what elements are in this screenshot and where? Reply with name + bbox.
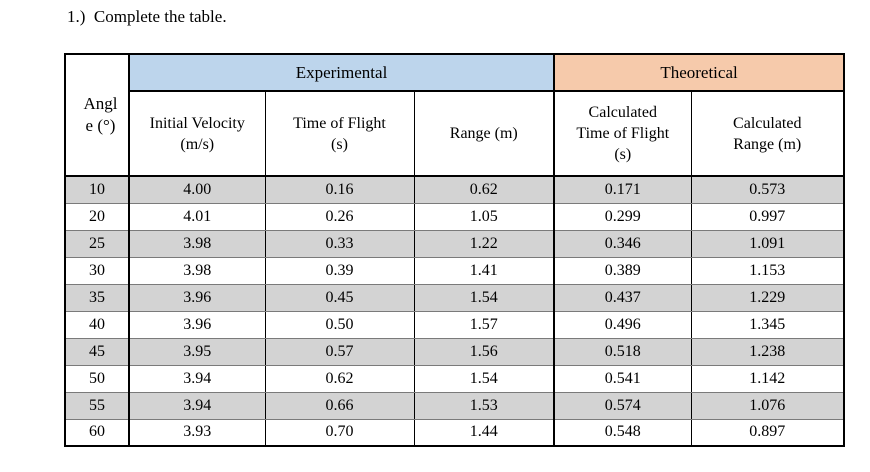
cell-range: 1.22 (413, 229, 556, 258)
cell-calculated-time-of-flight: 0.496 (553, 310, 692, 339)
column-header-row: Initial Velocity (m/s) Time of Flight (s… (65, 91, 845, 177)
cell-calculated-time-of-flight: 0.389 (553, 256, 692, 285)
cell-time-of-flight: 0.70 (264, 418, 415, 447)
table-row: 10 4.00 0.16 0.62 0.171 0.573 (64, 175, 845, 204)
col-header-range: Range (m) (413, 91, 556, 177)
cell-calculated-range: 1.142 (690, 364, 845, 393)
cell-initial-velocity: 3.96 (128, 310, 266, 339)
cell-range: 1.54 (413, 283, 556, 312)
group-header-experimental: Experimental (127, 54, 556, 92)
group-header-row: Angl e (°) Experimental Theoretical (64, 54, 845, 177)
cell-initial-velocity: 3.98 (128, 229, 266, 258)
cell-calculated-time-of-flight: 0.346 (553, 229, 692, 258)
cell-initial-velocity: 3.93 (128, 418, 266, 447)
cell-calculated-time-of-flight: 0.518 (553, 337, 692, 366)
group-header-theoretical: Theoretical (553, 54, 845, 92)
cell-initial-velocity: 3.95 (128, 337, 266, 366)
col-header-initial-velocity: Initial Velocity (m/s) (128, 91, 266, 177)
cell-initial-velocity: 3.94 (128, 364, 266, 393)
table-row: 35 3.96 0.45 1.54 0.437 1.229 (64, 283, 845, 312)
cell-calculated-time-of-flight: 0.437 (553, 283, 692, 312)
cell-angle: 25 (64, 229, 130, 258)
cell-time-of-flight: 0.66 (264, 391, 415, 420)
page-title: 1.) Complete the table. (67, 7, 227, 26)
table-row: 25 3.98 0.33 1.22 0.346 1.091 (64, 229, 845, 258)
cell-calculated-time-of-flight: 0.541 (553, 364, 692, 393)
col-header-calculated-range: Calculated Range (m) (690, 91, 845, 177)
cell-time-of-flight: 0.57 (264, 337, 415, 366)
cell-range: 1.56 (413, 337, 556, 366)
cell-calculated-time-of-flight: 0.548 (553, 418, 692, 447)
cell-angle: 50 (64, 364, 130, 393)
cell-range: 1.05 (413, 202, 556, 231)
cell-calculated-range: 1.238 (690, 337, 845, 366)
cell-angle: 55 (64, 391, 130, 420)
table-row: 40 3.96 0.50 1.57 0.496 1.345 (64, 310, 845, 339)
col-header-calculated-time-of-flight: Calculated Time of Flight (s) (553, 91, 692, 177)
cell-calculated-range: 1.153 (690, 256, 845, 285)
cell-angle: 20 (64, 202, 130, 231)
table-body: 10 4.00 0.16 0.62 0.171 0.573 20 4.01 0.… (64, 175, 845, 447)
cell-range: 1.44 (413, 418, 556, 447)
cell-angle: 35 (64, 283, 130, 312)
cell-initial-velocity: 4.01 (128, 202, 266, 231)
cell-initial-velocity: 3.98 (128, 256, 266, 285)
cell-range: 1.57 (413, 310, 556, 339)
cell-calculated-range: 1.345 (690, 310, 845, 339)
cell-initial-velocity: 3.96 (128, 283, 266, 312)
cell-time-of-flight: 0.39 (264, 256, 415, 285)
table-row: 60 3.93 0.70 1.44 0.548 0.897 (64, 418, 845, 447)
cell-calculated-range: 0.997 (690, 202, 845, 231)
table-row: 50 3.94 0.62 1.54 0.541 1.142 (64, 364, 845, 393)
cell-calculated-time-of-flight: 0.299 (553, 202, 692, 231)
cell-range: 1.53 (413, 391, 556, 420)
cell-range: 1.41 (413, 256, 556, 285)
cell-angle: 10 (64, 175, 130, 204)
table-row: 45 3.95 0.57 1.56 0.518 1.238 (64, 337, 845, 366)
table-row: 20 4.01 0.26 1.05 0.299 0.997 (64, 202, 845, 231)
cell-time-of-flight: 0.16 (264, 175, 415, 204)
col-header-time-of-flight: Time of Flight (s) (264, 91, 415, 177)
cell-time-of-flight: 0.33 (264, 229, 415, 258)
cell-range: 1.54 (413, 364, 556, 393)
cell-time-of-flight: 0.50 (264, 310, 415, 339)
cell-time-of-flight: 0.26 (264, 202, 415, 231)
cell-range: 0.62 (413, 175, 556, 204)
cell-initial-velocity: 3.94 (128, 391, 266, 420)
cell-calculated-range: 0.573 (690, 175, 845, 204)
cell-calculated-range: 1.229 (690, 283, 845, 312)
cell-calculated-range: 1.091 (690, 229, 845, 258)
cell-time-of-flight: 0.45 (264, 283, 415, 312)
cell-calculated-range: 0.897 (690, 418, 845, 447)
cell-angle: 40 (64, 310, 130, 339)
cell-calculated-range: 1.076 (690, 391, 845, 420)
table-row: 30 3.98 0.39 1.41 0.389 1.153 (64, 256, 845, 285)
table-row: 55 3.94 0.66 1.53 0.574 1.076 (64, 391, 845, 420)
cell-angle: 30 (64, 256, 130, 285)
cell-initial-velocity: 4.00 (128, 175, 266, 204)
cell-time-of-flight: 0.62 (264, 364, 415, 393)
cell-angle: 60 (64, 418, 130, 447)
cell-calculated-time-of-flight: 0.171 (553, 175, 692, 204)
cell-calculated-time-of-flight: 0.574 (553, 391, 692, 420)
projectile-data-table: Angl e (°) Experimental Theoretical Init… (64, 53, 846, 447)
col-header-angle: Angl e (°) (64, 54, 130, 177)
cell-angle: 45 (64, 337, 130, 366)
